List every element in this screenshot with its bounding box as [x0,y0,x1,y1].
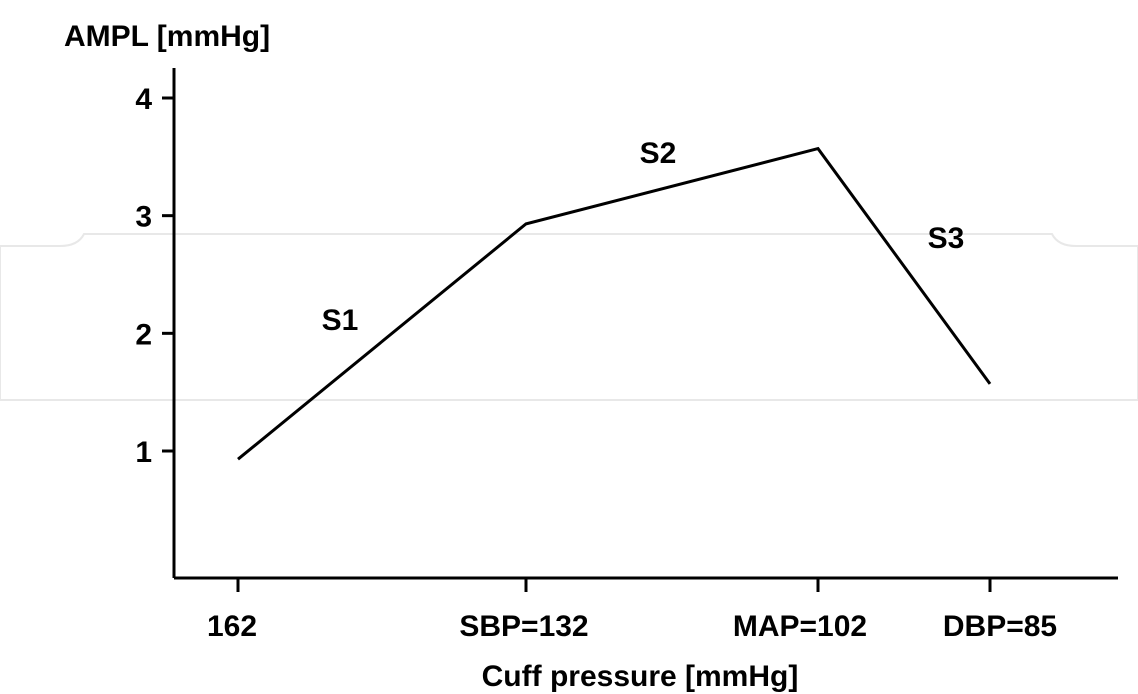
x-tick-label: 162 [207,610,257,643]
x-tick-label: DBP=85 [943,610,1057,643]
x-tick-group: 162 SBP=132 MAP=102 DBP=85 [207,578,1057,643]
y-tick-label: 4 [135,83,152,116]
y-tick-label: 3 [135,201,152,234]
y-tick-label: 2 [135,318,152,351]
y-tick-group: 1 2 3 4 [135,83,174,469]
y-axis-title: AMPL [mmHg] [64,20,270,53]
y-tick-label: 1 [135,436,152,469]
segment-label-group: S1 S2 S3 [322,137,965,337]
segment-label: S1 [322,304,359,337]
series-group [237,146,992,461]
segment-label: S2 [640,137,677,170]
series-line [237,146,992,461]
segment-label: S3 [928,222,965,255]
x-axis-title: Cuff pressure [mmHg] [482,660,799,693]
x-tick-label: MAP=102 [733,610,867,643]
x-tick-label: SBP=132 [459,610,588,643]
